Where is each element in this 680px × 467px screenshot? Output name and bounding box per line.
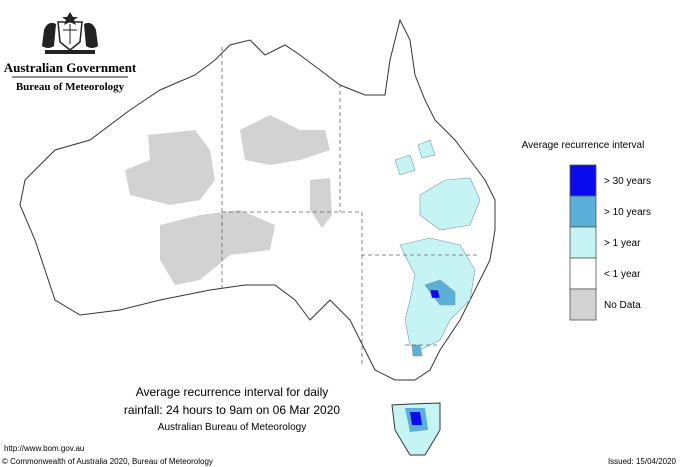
mainland xyxy=(19,18,496,381)
legend-swatch xyxy=(569,164,597,197)
no-data-areas xyxy=(125,115,332,285)
legend: > 30 years > 10 years > 1 year < 1 year No D… xyxy=(569,164,651,321)
legend-swatch xyxy=(569,226,597,259)
legend-label: > 10 years xyxy=(604,207,651,218)
caption-line: Average recurrence interval for daily xyxy=(136,385,329,399)
rainfall-areas xyxy=(394,139,481,357)
tasmania-extreme xyxy=(410,412,422,425)
government-name: Australian Government xyxy=(4,60,137,75)
legend-title: Average recurrence interval xyxy=(522,140,645,151)
state-borders xyxy=(221,47,480,365)
url: http://www.bom.gov.au xyxy=(4,444,84,453)
legend-swatch xyxy=(569,288,597,321)
legend-label: < 1 year xyxy=(604,269,641,280)
caption-line: rainfall: 24 hours to 9am on 06 Mar 2020 xyxy=(124,403,340,417)
legend-label: > 1 year xyxy=(604,238,641,249)
issued-date: Issued: 15/04/2020 xyxy=(608,457,677,466)
legend-swatch xyxy=(569,195,597,228)
legend-label: > 30 years xyxy=(604,176,651,187)
crest xyxy=(42,12,98,54)
copyright: © Commonwealth of Australia 2020, Bureau… xyxy=(2,457,213,466)
agency-name: Bureau of Meteorology xyxy=(16,81,125,93)
legend-label: No Data xyxy=(604,300,641,311)
caption-line: Australian Bureau of Meteorology xyxy=(158,422,306,433)
legend-swatch xyxy=(569,257,597,290)
